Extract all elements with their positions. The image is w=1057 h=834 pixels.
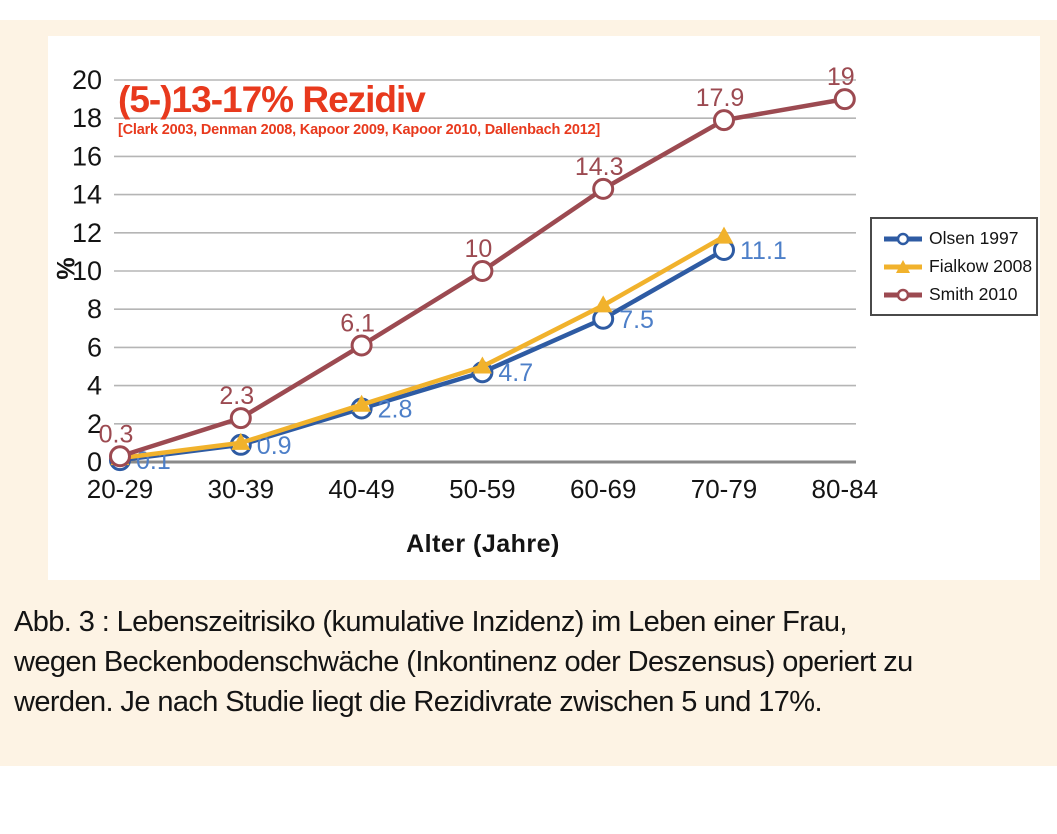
y-tick-label: 2 (87, 409, 102, 439)
data-label: 0.3 (99, 420, 134, 448)
data-label: 2.3 (219, 382, 254, 410)
data-point-marker (231, 432, 251, 450)
data-point-marker (714, 226, 734, 244)
x-tick-label: 80-84 (812, 474, 879, 504)
legend-label: Olsen 1997 (929, 228, 1019, 248)
caption-line-3: werden. Je nach Studie liegt die Rezidiv… (14, 686, 823, 718)
chart-panel: 0 2 4 6 8 10 12 14 16 18 20 20-29 30-39 40-49 50-59 60-… (48, 36, 1040, 580)
annotation-citation: [Clark 2003, Denman 2008, Kapoor 2009, K… (118, 122, 601, 138)
x-axis-label: Alter (Jahre) (406, 530, 560, 558)
data-label: 4.7 (498, 359, 533, 387)
data-point-marker (472, 356, 492, 374)
x-tick-label: 20-29 (87, 474, 154, 504)
data-label: 10 (464, 235, 492, 263)
data-label: 11.1 (740, 237, 787, 265)
legend-item: Olsen 1997 (882, 228, 1028, 249)
x-tick-label: 60-69 (570, 474, 637, 504)
y-tick-label: 18 (72, 103, 102, 133)
legend-item: Smith 2010 (882, 284, 1028, 305)
caption-line-2: wegen Beckenbodenschwäche (Inkontinenz o… (14, 646, 913, 678)
data-point-marker (471, 260, 494, 282)
y-tick-label: 0 (87, 447, 102, 477)
x-tick-label: 30-39 (208, 474, 275, 504)
recurrence-annotation: (5-)13-17% Rezidiv [Clark 2003, Denman 2… (118, 79, 601, 139)
x-tick-label: 50-59 (449, 474, 516, 504)
data-point-marker (713, 109, 735, 132)
y-tick-label: 8 (87, 294, 102, 324)
series-line-fialkow-2008 (119, 234, 726, 461)
y-tick-label: 4 (87, 371, 102, 401)
data-label: 6.1 (340, 309, 375, 337)
caption-line-1: Abb. 3 : Lebenszeitrisiko (kumulative In… (14, 606, 847, 638)
legend-label: Fialkow 2008 (929, 256, 1033, 276)
legend-marker-icon (884, 259, 922, 273)
data-label: 19 (827, 63, 855, 91)
legend-marker-icon (884, 232, 922, 245)
line-chart: 0 2 4 6 8 10 12 14 16 18 20 20-29 30-39 40-49 50-59 60-… (72, 63, 879, 504)
legend-label: Smith 2010 (929, 284, 1018, 304)
y-axis-label: % (52, 257, 81, 280)
annotation-title: (5-)13-17% Rezidiv (118, 79, 426, 120)
data-label: 7.5 (619, 306, 654, 334)
data-point-marker (592, 177, 615, 200)
data-label: 17.9 (696, 84, 745, 112)
y-tick-label: 20 (72, 65, 102, 95)
y-tick-label: 10 (72, 256, 102, 286)
data-label: 2.8 (378, 396, 413, 424)
data-point-marker (109, 445, 131, 468)
y-tick-label: 6 (87, 332, 102, 362)
data-point-marker (350, 334, 373, 357)
figure-caption: Abb. 3 : Lebenszeitrisiko (kumulative In… (14, 602, 1046, 722)
x-tick-label: 40-49 (328, 474, 395, 504)
data-point-marker (229, 407, 252, 430)
legend-marker-icon (884, 288, 922, 301)
y-tick-label: 16 (72, 141, 102, 171)
data-point-marker (833, 88, 856, 111)
y-tick-label: 12 (72, 218, 102, 248)
y-tick-label: 14 (72, 180, 102, 210)
data-point-marker (593, 295, 613, 313)
legend: Olsen 1997 Fialkow 2008 Smith 2010 (870, 217, 1038, 316)
legend-item: Fialkow 2008 (882, 256, 1032, 277)
data-point-marker (352, 394, 372, 412)
x-tick-label: 70-79 (691, 474, 758, 504)
data-label: 14.3 (575, 153, 624, 181)
